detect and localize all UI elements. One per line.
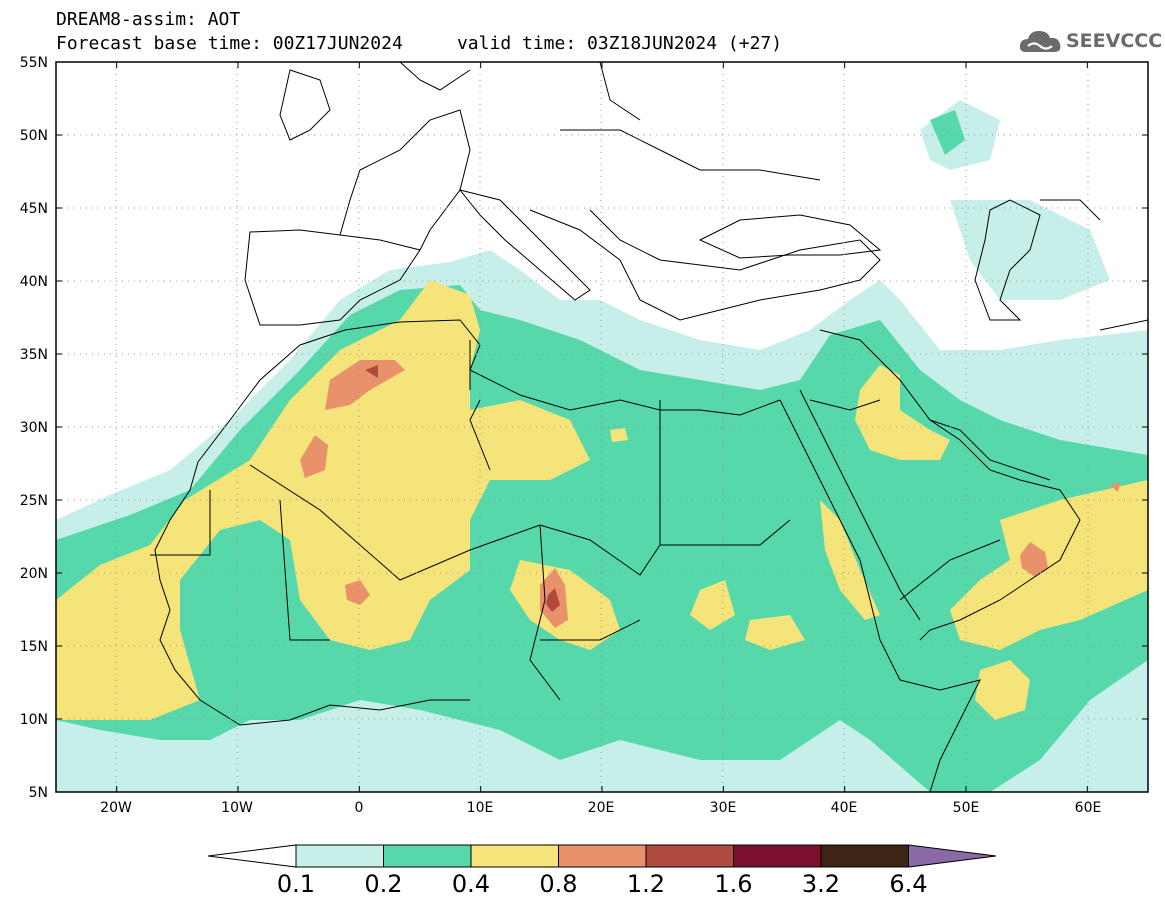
colorbar-swatch	[558, 844, 647, 868]
colorbar-swatch	[295, 844, 384, 868]
cloud-icon	[1019, 31, 1061, 52]
lat-label: 30N	[20, 420, 48, 436]
graticule	[56, 62, 1148, 792]
lat-label: 50N	[20, 128, 48, 144]
lat-label: 25N	[20, 493, 48, 509]
lon-label: 10W	[221, 800, 253, 816]
latitude-labels: 55N 50N 45N 40N 35N 30N 25N 20N 15N 10N …	[20, 55, 48, 801]
lat-label: 5N	[29, 785, 48, 801]
lat-label: 20N	[20, 566, 48, 582]
lon-label: 10E	[467, 800, 494, 816]
colorbar-upper-arrow	[908, 844, 997, 868]
lon-label: 40E	[831, 800, 858, 816]
aot-level-0.4	[56, 280, 1148, 720]
lat-label: 40N	[20, 274, 48, 290]
colorbar-swatch	[820, 844, 909, 868]
colorbar-label: 0.1	[276, 870, 316, 898]
forecast-time-line: Forecast base time: 00Z17JUN2024 valid t…	[56, 33, 783, 54]
longitude-labels: 20W 10W 0 10E 20E 30E 40E 50E 60E	[100, 800, 1101, 816]
lon-label: 20E	[588, 800, 615, 816]
colorbar-label: 1.6	[714, 870, 753, 898]
map-title: DREAM8-assim: AOT	[56, 9, 241, 30]
coastlines-borders	[150, 62, 1148, 792]
lat-label: 55N	[20, 55, 48, 71]
aot-level-1.2	[365, 365, 560, 612]
colorbar-lower-arrow	[207, 844, 297, 868]
colorbar-label: 1.2	[626, 870, 666, 898]
axis-ticks	[56, 61, 1148, 793]
colorbar-label: 0.2	[364, 870, 403, 898]
lat-label: 10N	[20, 712, 48, 728]
lat-label: 45N	[20, 201, 48, 217]
logo-text: SEEVCCC	[1066, 30, 1163, 52]
lon-label: 60E	[1075, 800, 1102, 816]
colorbar-label: 3.2	[801, 870, 841, 898]
colorbar-label: 0.4	[451, 870, 491, 898]
lon-label: 50E	[953, 800, 980, 816]
colorbar-label: 0.8	[539, 870, 578, 898]
lon-label: 0	[355, 800, 364, 816]
seevccc-logo: SEEVCCC	[1018, 24, 1162, 58]
lat-label: 15N	[20, 639, 48, 655]
colorbar-swatch	[470, 844, 559, 868]
lat-label: 35N	[20, 347, 48, 363]
colorbar-label: 6.4	[889, 870, 928, 898]
lon-label: 30E	[710, 800, 737, 816]
lon-label: 20W	[100, 800, 132, 816]
colorbar-swatch	[733, 844, 822, 868]
colorbar-swatch	[383, 844, 472, 868]
colorbar-swatch	[645, 844, 734, 868]
aot-contour-fields	[56, 62, 1148, 792]
colorbar	[207, 844, 997, 868]
